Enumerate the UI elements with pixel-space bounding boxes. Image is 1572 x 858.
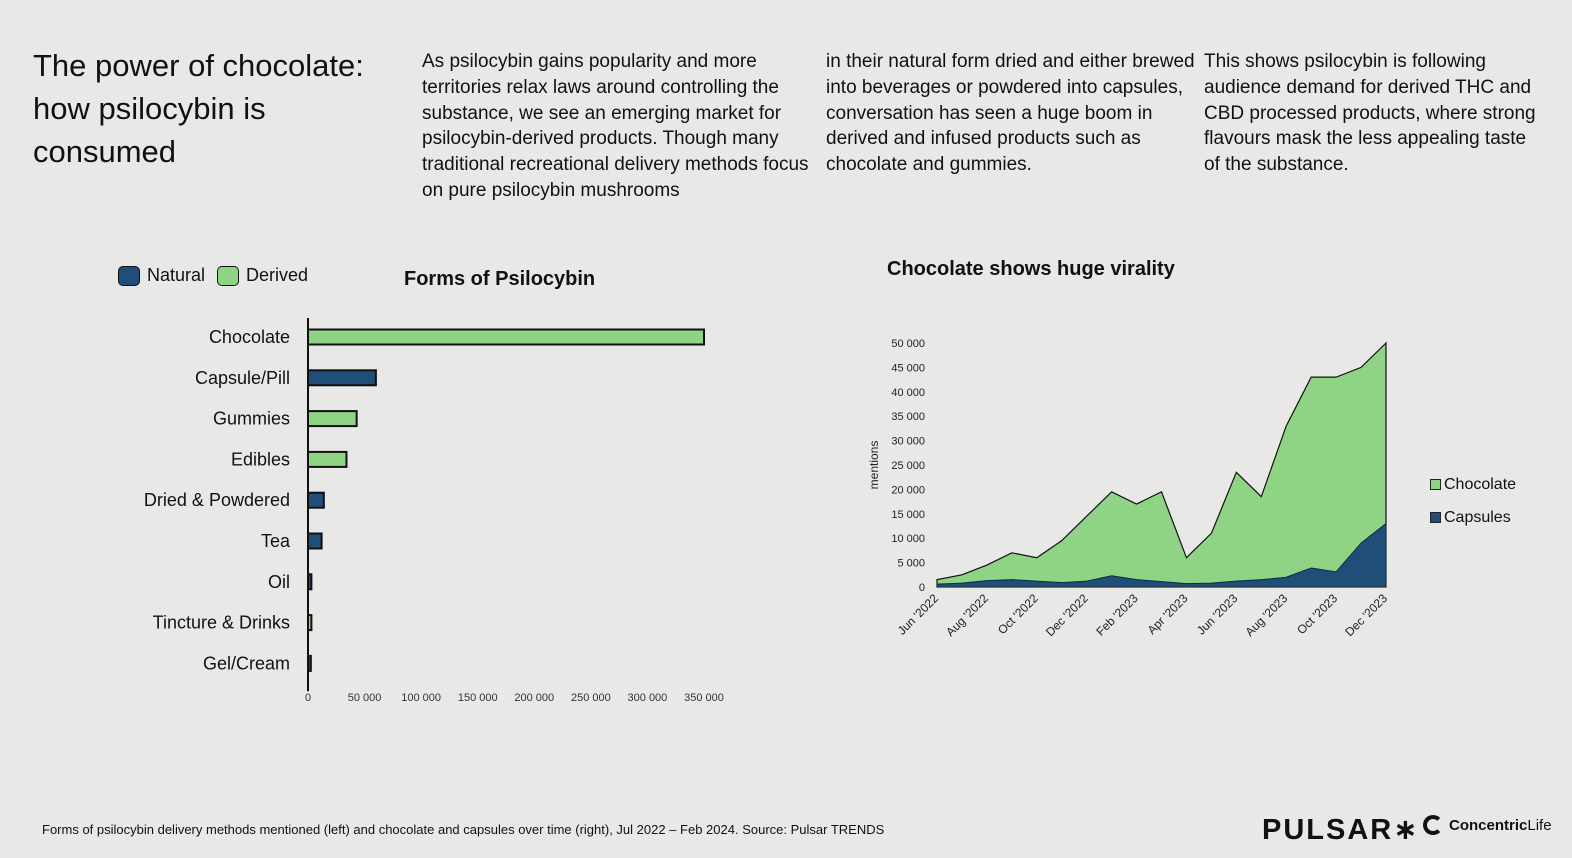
area-y-tick-label: 10 000	[891, 533, 925, 545]
area-y-tick-label: 25 000	[891, 460, 925, 472]
area-x-tick-label: Jun '2023	[1194, 591, 1241, 638]
legend-label-natural: Natural	[147, 265, 206, 285]
area-y-tick-label: 5 000	[897, 558, 925, 570]
area-y-tick-label: 0	[919, 582, 925, 594]
concentric-life-logo: ConcentricLife	[1423, 815, 1552, 835]
bar-x-tick-label: 250 000	[571, 692, 611, 704]
concentric-mark-icon	[1423, 815, 1443, 835]
legend-label-derived: Derived	[246, 265, 309, 285]
legend-item-natural: Natural	[118, 265, 205, 286]
area-y-tick-label: 15 000	[891, 509, 925, 521]
bar-category-label: Dried & Powdered	[144, 490, 290, 510]
bar-category-label: Chocolate	[209, 327, 290, 347]
bar	[307, 410, 358, 428]
area-y-tick-label: 50 000	[891, 338, 925, 350]
bar-category-label: Capsule/Pill	[195, 368, 290, 388]
area-y-tick-label: 40 000	[891, 387, 925, 399]
bar-category-label: Gummies	[213, 409, 290, 429]
area-y-tick-label: 30 000	[891, 436, 925, 448]
bar	[307, 491, 325, 509]
bar	[307, 328, 705, 346]
bar	[307, 532, 323, 550]
bar-x-tick-label: 200 000	[514, 692, 554, 704]
area-y-tick-label: 45 000	[891, 362, 925, 374]
bar-x-tick-label: 300 000	[628, 692, 668, 704]
bar-chart: Chocolate Capsule/Pill Gummies Edibles Dried…	[144, 318, 724, 704]
legend-swatch-natural	[118, 265, 140, 286]
bar-x-tick-label: 150 000	[458, 692, 498, 704]
concentric-logo-light: Life	[1527, 816, 1552, 834]
bar-x-tick-label: 350 000	[684, 692, 724, 704]
area-x-tick-label: Dec '2023	[1342, 591, 1390, 639]
legend-label-capsules: Capsules	[1444, 509, 1511, 526]
bar	[307, 450, 348, 468]
area-x-tick-label: Oct '2022	[995, 591, 1041, 637]
legend-label-chocolate: Chocolate	[1444, 476, 1517, 493]
area-y-tick-label: 20 000	[891, 484, 925, 496]
area-y-tick-label: 35 000	[891, 411, 925, 423]
area-chart: 0 5 000 10 000 15 000 20 000 25 000 30 000 35 0…	[867, 338, 1390, 639]
area-x-tick-label: Oct '2023	[1294, 591, 1340, 637]
bar-x-tick-label: 0	[305, 692, 311, 704]
bar-x-tick-label: 100 000	[401, 692, 441, 704]
area-x-tick-label: Dec '2022	[1043, 591, 1091, 639]
bar-chart-title: Forms of Psilocybin	[404, 268, 596, 290]
area-x-tick-label: Apr '2023	[1145, 591, 1191, 637]
bar-category-label: Edibles	[231, 449, 290, 469]
page-title: The power of chocolate: how psilocybin i…	[33, 48, 364, 169]
bar-category-label: Oil	[268, 572, 290, 592]
legend-swatch-chocolate	[1430, 479, 1441, 490]
bar-category-label: Tea	[261, 531, 291, 551]
area-x-tick-label: Jun '2022	[895, 591, 942, 638]
legend-item-chocolate: Chocolate	[1430, 468, 1516, 501]
legend-swatch-capsules	[1430, 512, 1441, 523]
legend-swatch-derived	[217, 265, 240, 286]
concentric-logo-bold: Concentric	[1449, 816, 1528, 834]
legend-item-derived: Derived	[217, 265, 308, 286]
bar-category-label: Gel/Cream	[203, 653, 290, 673]
bar	[307, 369, 377, 387]
area-x-tick-label: Feb '2023	[1093, 591, 1141, 639]
legend-item-capsules: Capsules	[1430, 501, 1516, 534]
area-chart-legend: Chocolate Capsules	[1430, 468, 1516, 534]
bar-x-tick-label: 50 000	[348, 692, 382, 704]
intro-paragraph-3: This shows psilocybin is following audie…	[1204, 51, 1536, 176]
intro-paragraph-1: As psilocybin gains popularity and more …	[422, 51, 809, 201]
bar-chart-legend: Natural Derived	[118, 265, 314, 286]
area-x-tick-label: Aug '2022	[943, 591, 991, 639]
footnote: Forms of psilocybin delivery methods men…	[42, 822, 885, 837]
area-y-axis-label: mentions	[867, 441, 881, 490]
intro-paragraph-2: in their natural form dried and either b…	[826, 51, 1195, 176]
area-chart-title: Chocolate shows huge virality	[887, 258, 1175, 280]
area-x-tick-label: Aug '2023	[1242, 591, 1290, 639]
pulsar-logo: PULSAR∗	[1262, 814, 1420, 846]
chocolate-area	[936, 341, 1387, 588]
capsules-area	[936, 522, 1387, 588]
bar-category-label: Tincture & Drinks	[153, 613, 290, 633]
